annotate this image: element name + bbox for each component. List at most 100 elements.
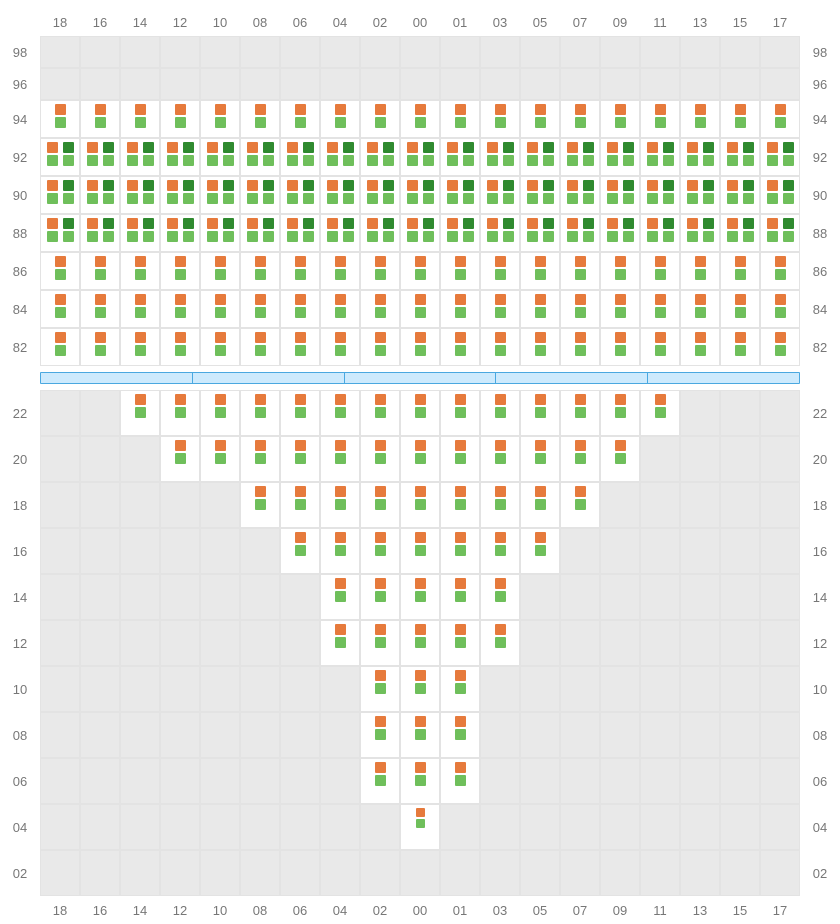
grid-cell (560, 574, 600, 620)
row-label-left: 16 (0, 528, 40, 574)
cone-row: 1010 (0, 666, 840, 712)
grid-cell (120, 482, 160, 528)
grid-cell (760, 482, 800, 528)
col-label: 11 (640, 903, 680, 918)
grid-cell (160, 482, 200, 528)
col-label: 13 (680, 903, 720, 918)
grid-cell (200, 574, 240, 620)
grid-cell (520, 138, 560, 176)
grid-cell (320, 804, 360, 850)
grid-cell (760, 100, 800, 138)
grid-cell (760, 68, 800, 100)
grid-cell (400, 36, 440, 68)
grid-cell (400, 804, 440, 850)
col-label: 00 (400, 903, 440, 918)
row-label-right: 20 (800, 436, 840, 482)
grid-cell (520, 850, 560, 896)
grid-cell (720, 252, 760, 290)
row-label-left: 04 (0, 804, 40, 850)
grid-cell (40, 68, 80, 100)
grid-cell (200, 214, 240, 252)
grid-cell (40, 328, 80, 366)
row-label-right: 16 (800, 528, 840, 574)
grid-cell (200, 712, 240, 758)
grid-cell (640, 290, 680, 328)
grid-cell (520, 666, 560, 712)
grid-cell (400, 574, 440, 620)
grid-cell (440, 138, 480, 176)
grid-cell (680, 758, 720, 804)
grid-cell (520, 176, 560, 214)
grid-cell (520, 620, 560, 666)
grid-cell (160, 436, 200, 482)
grid-cell (320, 176, 360, 214)
col-label: 08 (240, 903, 280, 918)
grid-cell (320, 758, 360, 804)
grid-cell (200, 482, 240, 528)
grid-cell (120, 214, 160, 252)
grid-cell (440, 328, 480, 366)
col-label: 13 (680, 15, 720, 30)
grid-cell (440, 390, 480, 436)
grid-cell (720, 214, 760, 252)
grid-cell (560, 666, 600, 712)
row-label-right: 04 (800, 804, 840, 850)
grid-cell (560, 100, 600, 138)
grid-cell (440, 100, 480, 138)
grid-cell (40, 574, 80, 620)
grid-cell (240, 436, 280, 482)
grid-cell (400, 214, 440, 252)
col-label: 10 (200, 903, 240, 918)
grid-cell (400, 176, 440, 214)
grid-cell (280, 850, 320, 896)
grid-cell (320, 68, 360, 100)
row-label-right: 90 (800, 176, 840, 214)
grid-cell (640, 390, 680, 436)
grid-cell (440, 252, 480, 290)
grid-cell (40, 436, 80, 482)
grid-cell (440, 482, 480, 528)
grid-cell (440, 620, 480, 666)
grid-cell (280, 574, 320, 620)
grid-cell (760, 36, 800, 68)
grid-cell (560, 482, 600, 528)
grid-cell (600, 36, 640, 68)
col-label: 10 (200, 15, 240, 30)
grid-cell (760, 528, 800, 574)
grid-cell (760, 252, 800, 290)
grid-cell (200, 528, 240, 574)
grid-cell (480, 758, 520, 804)
grid-cell (680, 252, 720, 290)
grid-cell (600, 214, 640, 252)
grid-cell (520, 252, 560, 290)
row-label-left: 98 (0, 36, 40, 68)
grid-cell (280, 252, 320, 290)
diamond-row: 9090 (0, 176, 840, 214)
row-label-left: 94 (0, 100, 40, 138)
col-label: 12 (160, 903, 200, 918)
col-label: 03 (480, 15, 520, 30)
grid-cell (120, 850, 160, 896)
grid-cell (240, 328, 280, 366)
grid-cell (600, 176, 640, 214)
diamond-row: 9494 (0, 100, 840, 138)
grid-cell (360, 176, 400, 214)
grid-cell (480, 36, 520, 68)
col-label: 17 (760, 15, 800, 30)
grid-cell (360, 574, 400, 620)
col-label: 09 (600, 15, 640, 30)
grid-cell (240, 68, 280, 100)
grid-cell (80, 712, 120, 758)
grid-cell (120, 100, 160, 138)
grid-cell (400, 68, 440, 100)
cone-row: 1212 (0, 620, 840, 666)
grid-cell (80, 758, 120, 804)
grid-cell (160, 328, 200, 366)
grid-cell (600, 390, 640, 436)
grid-cell (640, 528, 680, 574)
row-label-right: 06 (800, 758, 840, 804)
grid-cell (440, 712, 480, 758)
grid-cell (120, 176, 160, 214)
grid-cell (120, 666, 160, 712)
col-label: 16 (80, 15, 120, 30)
